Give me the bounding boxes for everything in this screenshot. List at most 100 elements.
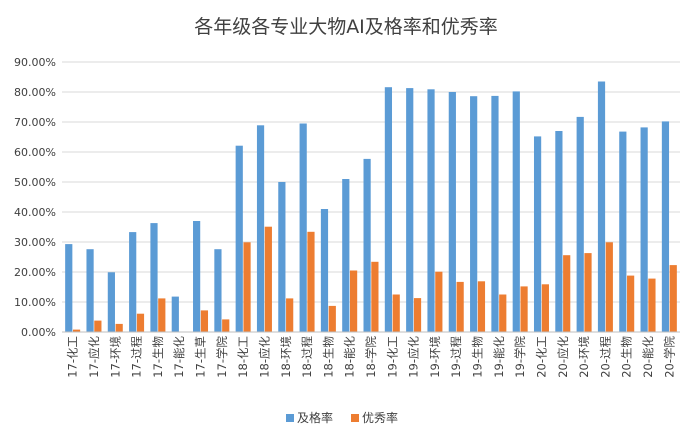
x-tick-label: 18-能化 <box>343 336 357 378</box>
y-tick-label: 20.00% <box>14 266 56 279</box>
bar-pass-rate-24 <box>576 116 584 333</box>
bar-excellent-rate-0 <box>72 329 81 332</box>
bar-excellent-rate-20 <box>499 294 507 332</box>
bar-excellent-rate-27 <box>648 278 656 332</box>
bar-excellent-rate-13 <box>349 270 358 332</box>
bar-excellent-rate-6 <box>200 310 209 332</box>
bar-pass-rate-4 <box>150 223 158 332</box>
x-tick-label: 17-生草 <box>194 336 208 378</box>
bar-excellent-rate-2 <box>115 323 123 332</box>
bar-excellent-rate-19 <box>477 281 486 332</box>
gridlines <box>62 61 680 303</box>
x-tick-label: 20-应化 <box>556 336 570 378</box>
x-tick-label: 19-化工 <box>385 336 399 378</box>
bar-excellent-rate-3 <box>136 313 145 332</box>
y-tick-label: 90.00% <box>14 56 56 69</box>
bar-excellent-rate-10 <box>286 298 294 332</box>
y-tick-label: 40.00% <box>14 206 56 219</box>
bar-pass-rate-18 <box>448 92 456 332</box>
x-tick-label: 17-化工 <box>66 336 80 378</box>
bar-pass-rate-28 <box>661 121 670 333</box>
bar-excellent-rate-23 <box>563 255 571 332</box>
bar-pass-rate-20 <box>491 95 499 333</box>
bar-pass-rate-0 <box>65 244 73 332</box>
bar-pass-rate-7 <box>214 249 222 332</box>
x-tick-label: 18-应化 <box>257 336 271 378</box>
bar-pass-rate-27 <box>640 127 648 333</box>
bar-pass-rate-8 <box>235 145 243 332</box>
legend-swatch-excellent-rate <box>351 414 359 422</box>
x-tick-label: 17-应化 <box>87 336 101 378</box>
bar-excellent-rate-9 <box>264 226 272 332</box>
bar-excellent-rate-1 <box>94 320 102 332</box>
x-tick-label: 20-生物 <box>620 336 634 378</box>
y-tick-label: 50.00% <box>14 176 56 189</box>
x-tick-label: 20-环境 <box>577 336 591 378</box>
legend-label-excellent-rate: 优秀率 <box>362 410 398 425</box>
x-tick-label: 19-环境 <box>428 336 442 378</box>
bar-pass-rate-23 <box>555 131 563 332</box>
bar-pass-rate-25 <box>597 81 606 332</box>
x-tick-label: 17-学院 <box>215 336 229 378</box>
bar-excellent-rate-28 <box>669 265 677 332</box>
bar-pass-rate-6 <box>193 221 201 332</box>
y-tick-label: 10.00% <box>14 296 56 309</box>
bar-excellent-rate-7 <box>222 319 230 332</box>
x-tick-label: 17-生物 <box>151 336 165 378</box>
x-tick-label: 19-应化 <box>407 336 421 378</box>
bar-excellent-rate-15 <box>392 294 400 332</box>
bar-pass-rate-9 <box>256 125 265 332</box>
bar-excellent-rate-24 <box>584 253 592 332</box>
bar-pass-rate-13 <box>342 179 350 332</box>
y-tick-label: 0.00% <box>21 326 56 339</box>
bar-excellent-rate-18 <box>456 281 464 332</box>
x-tick-label: 17-过程 <box>130 336 144 378</box>
chart-title: 各年级各专业大物AI及格率和优秀率 <box>194 16 498 38</box>
bar-pass-rate-3 <box>129 232 137 332</box>
bar-pass-rate-5 <box>171 296 179 332</box>
y-axis-ticks: 0.00% 10.00% 20.00% 30.00% 40.00% 50.00% 60.00… <box>14 56 56 339</box>
bar-pass-rate-17 <box>427 89 435 332</box>
bar-pass-rate-10 <box>278 182 286 332</box>
x-tick-label: 20-学院 <box>662 336 676 378</box>
bar-pass-rate-26 <box>619 131 627 332</box>
x-tick-label: 19-过程 <box>449 336 463 378</box>
x-tick-label: 19-能化 <box>492 336 506 378</box>
x-tick-label: 19-学院 <box>513 336 527 378</box>
x-tick-label: 20-过程 <box>598 336 612 378</box>
bar-excellent-rate-16 <box>413 298 422 332</box>
x-tick-label: 18-环境 <box>279 336 293 378</box>
bar-excellent-rate-12 <box>328 305 336 332</box>
legend-swatch-pass-rate <box>286 414 294 422</box>
bar-pass-rate-15 <box>384 87 393 332</box>
bar-pass-rate-22 <box>533 136 542 332</box>
bar-excellent-rate-22 <box>541 284 549 332</box>
x-tick-label: 18-学院 <box>364 336 378 378</box>
x-tick-label: 20-化工 <box>534 336 548 378</box>
bar-excellent-rate-21 <box>520 286 528 332</box>
bar-excellent-rate-25 <box>605 242 613 332</box>
bars <box>65 81 677 333</box>
bar-excellent-rate-4 <box>158 298 166 332</box>
bar-excellent-rate-14 <box>371 261 379 332</box>
x-tick-label: 20-能化 <box>641 336 655 378</box>
bar-pass-rate-1 <box>86 249 94 332</box>
x-tick-label: 18-过程 <box>300 336 314 378</box>
bar-pass-rate-11 <box>299 123 307 332</box>
x-tick-label: 18-化工 <box>236 336 250 378</box>
x-tick-label: 18-生物 <box>321 336 335 378</box>
y-tick-label: 70.00% <box>14 116 56 129</box>
bar-excellent-rate-17 <box>435 271 443 332</box>
bar-pass-rate-19 <box>470 96 478 332</box>
bar-pass-rate-21 <box>512 91 520 333</box>
x-tick-label: 17-能化 <box>172 336 186 378</box>
bar-pass-rate-14 <box>363 158 371 332</box>
x-tick-label: 17-环境 <box>108 336 122 378</box>
legend: 及格率 优秀率 <box>286 410 398 425</box>
y-tick-label: 80.00% <box>14 86 56 99</box>
legend-label-pass-rate: 及格率 <box>297 410 333 425</box>
bar-pass-rate-16 <box>406 88 414 332</box>
bar-excellent-rate-8 <box>243 242 251 332</box>
x-tick-label: 19-生物 <box>471 336 485 378</box>
